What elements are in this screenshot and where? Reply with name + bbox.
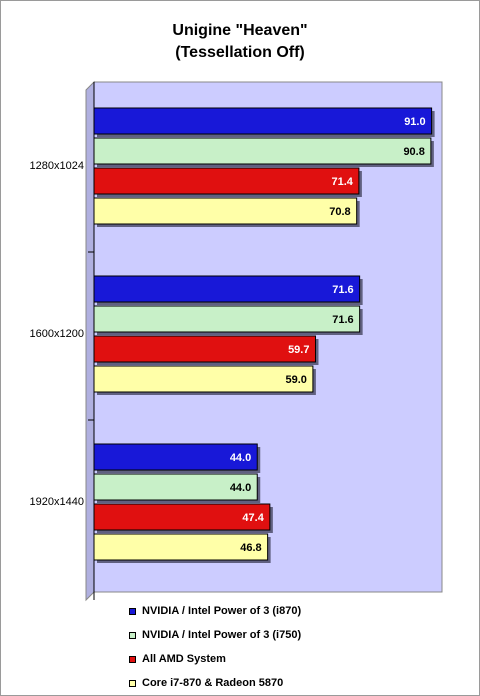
bar-value-label: 44.0 bbox=[230, 482, 251, 494]
bar bbox=[93, 275, 361, 303]
bar-value-label: 91.0 bbox=[404, 116, 425, 128]
chart-subtitle: (Tessellation Off) bbox=[175, 44, 305, 61]
bar bbox=[93, 473, 258, 501]
legend-item: Core i7-870 & Radeon 5870 bbox=[129, 671, 301, 695]
legend-swatch bbox=[129, 679, 136, 687]
bar-value-label: 90.8 bbox=[403, 146, 424, 158]
plot-side-wall bbox=[85, 80, 95, 602]
bar bbox=[93, 197, 358, 225]
legend-swatch bbox=[129, 655, 136, 663]
legend-label: Core i7-870 & Radeon 5870 bbox=[142, 677, 284, 689]
bar-value-label: 59.7 bbox=[288, 344, 309, 356]
bar bbox=[93, 503, 271, 531]
chart-title-block: Unigine "Heaven" (Tessellation Off) bbox=[0, 20, 480, 64]
category-tick-label: 1280x1024 bbox=[30, 160, 84, 172]
bar-value-label: 71.6 bbox=[332, 284, 353, 296]
category-tick-label: 1600x1200 bbox=[30, 328, 84, 340]
legend-label: All AMD System bbox=[142, 653, 226, 665]
legend-label: NVIDIA / Intel Power of 3 (i750) bbox=[142, 629, 302, 641]
legend-swatch bbox=[129, 631, 136, 639]
bar-value-label: 59.0 bbox=[285, 374, 306, 386]
bar-value-label: 47.4 bbox=[242, 512, 264, 524]
legend-item: All AMD System bbox=[129, 647, 301, 671]
legend-label: NVIDIA / Intel Power of 3 (i870) bbox=[142, 605, 302, 617]
chart-title: Unigine "Heaven" bbox=[172, 22, 308, 39]
bar bbox=[93, 137, 432, 165]
bar bbox=[93, 443, 258, 471]
bar-value-label: 70.8 bbox=[329, 206, 350, 218]
category-tick-label: 1920x1440 bbox=[30, 496, 84, 508]
bar-value-label: 71.4 bbox=[331, 176, 353, 188]
bar bbox=[93, 305, 361, 333]
legend-item: NVIDIA / Intel Power of 3 (i750) bbox=[129, 623, 301, 647]
bar bbox=[93, 167, 360, 195]
chart-legend: NVIDIA / Intel Power of 3 (i870) NVIDIA /… bbox=[129, 599, 301, 695]
legend-swatch bbox=[129, 607, 136, 615]
bar bbox=[93, 107, 433, 135]
legend-item: NVIDIA / Intel Power of 3 (i870) bbox=[129, 599, 301, 623]
bar bbox=[93, 335, 316, 363]
bar bbox=[93, 365, 314, 393]
bar-value-label: 44.0 bbox=[230, 452, 251, 464]
bar bbox=[93, 533, 269, 561]
bar-value-label: 46.8 bbox=[240, 542, 261, 554]
bar-value-label: 71.6 bbox=[332, 314, 353, 326]
